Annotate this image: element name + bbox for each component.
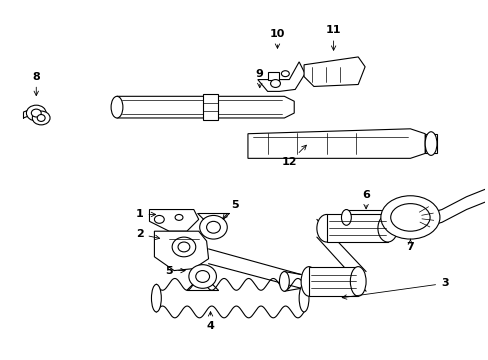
FancyBboxPatch shape <box>424 134 436 153</box>
Text: 10: 10 <box>269 29 285 48</box>
Ellipse shape <box>316 215 336 242</box>
Ellipse shape <box>380 196 439 239</box>
Polygon shape <box>149 210 198 231</box>
FancyBboxPatch shape <box>202 94 218 120</box>
Text: 5: 5 <box>223 199 239 219</box>
Ellipse shape <box>390 204 429 231</box>
FancyBboxPatch shape <box>326 215 387 242</box>
Polygon shape <box>247 129 424 158</box>
Ellipse shape <box>349 267 366 296</box>
Ellipse shape <box>299 284 308 312</box>
Ellipse shape <box>178 242 189 252</box>
Ellipse shape <box>199 215 227 239</box>
Text: 5: 5 <box>165 266 185 276</box>
Ellipse shape <box>281 71 289 77</box>
Ellipse shape <box>341 210 350 225</box>
Ellipse shape <box>175 215 183 220</box>
Ellipse shape <box>279 271 289 291</box>
Ellipse shape <box>37 114 45 121</box>
Text: 11: 11 <box>325 25 341 50</box>
Polygon shape <box>154 231 208 271</box>
Text: 12: 12 <box>281 145 306 167</box>
Text: 8: 8 <box>32 72 40 95</box>
Ellipse shape <box>206 221 220 233</box>
Text: 6: 6 <box>362 190 369 209</box>
Text: 4: 4 <box>206 312 214 331</box>
Ellipse shape <box>424 132 436 156</box>
Text: 1: 1 <box>136 210 155 220</box>
Polygon shape <box>257 62 305 91</box>
Text: 9: 9 <box>255 69 263 88</box>
Text: 7: 7 <box>406 239 413 252</box>
Ellipse shape <box>31 109 41 117</box>
Ellipse shape <box>32 111 50 125</box>
Ellipse shape <box>377 215 397 242</box>
Text: 3: 3 <box>342 278 448 299</box>
Polygon shape <box>117 96 294 118</box>
Text: 2: 2 <box>136 229 159 240</box>
Polygon shape <box>304 57 365 86</box>
Ellipse shape <box>172 237 195 257</box>
Ellipse shape <box>111 96 122 118</box>
Ellipse shape <box>301 267 316 296</box>
Ellipse shape <box>270 80 280 87</box>
Polygon shape <box>267 72 279 80</box>
FancyBboxPatch shape <box>308 267 358 296</box>
Ellipse shape <box>188 265 216 288</box>
Ellipse shape <box>195 271 209 282</box>
Ellipse shape <box>154 215 164 223</box>
Ellipse shape <box>151 284 161 312</box>
Ellipse shape <box>26 105 46 121</box>
